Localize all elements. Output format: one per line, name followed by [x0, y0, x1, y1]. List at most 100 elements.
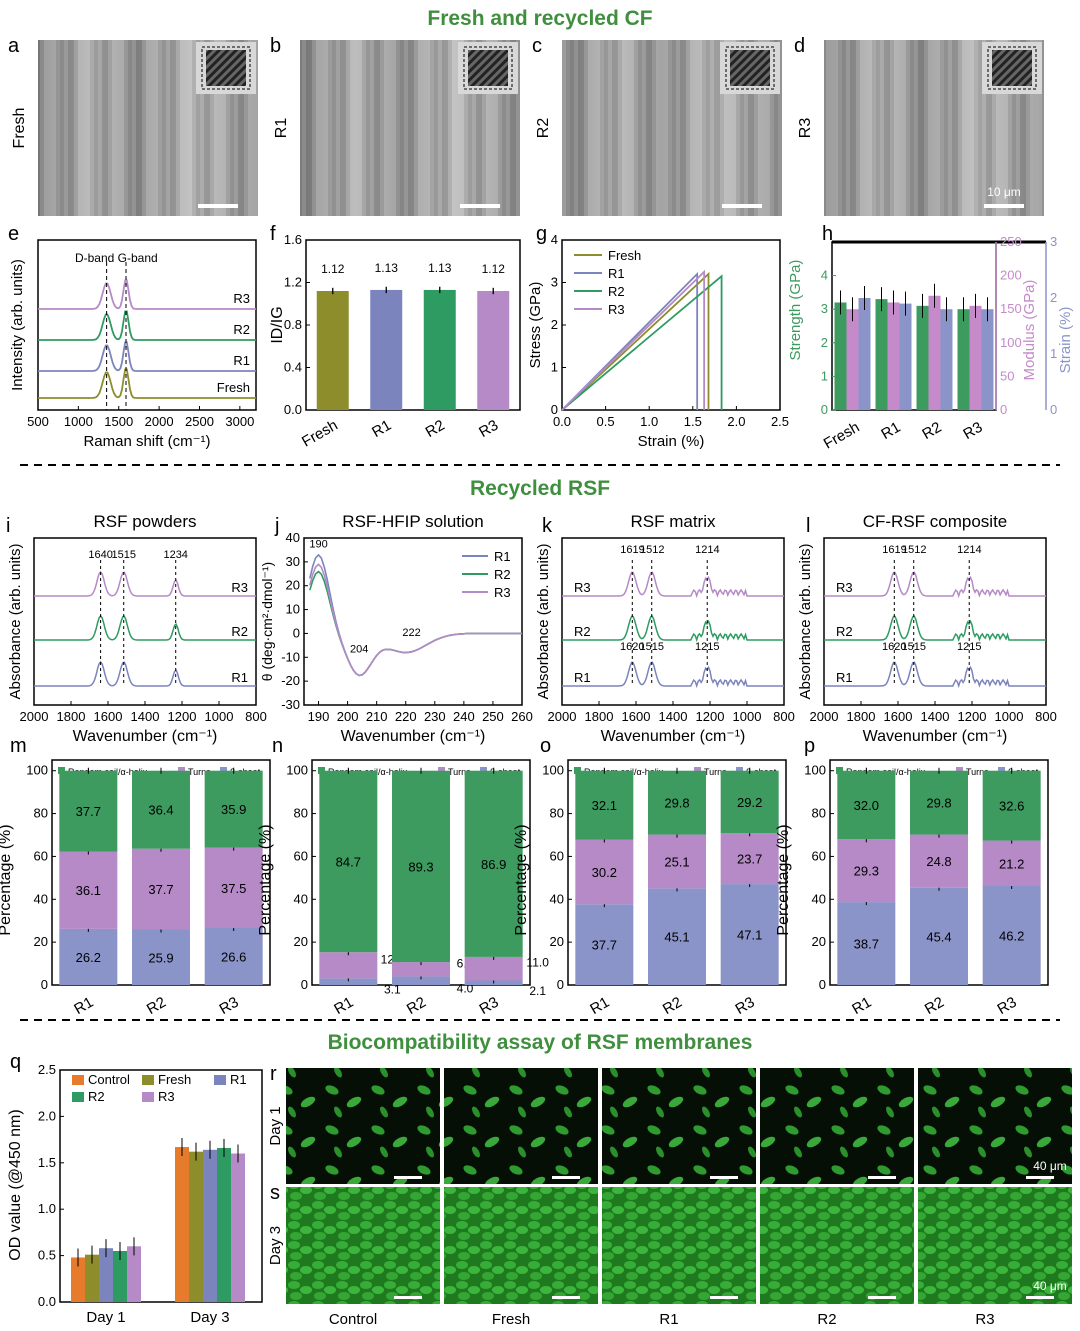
legend-swatch: [318, 767, 325, 774]
series-line-R2: [34, 614, 256, 641]
y-tick-label: 2.0: [38, 1108, 56, 1123]
y-axis-label: OD value (@450 nm): [7, 1109, 24, 1260]
scale-bar: [710, 1176, 738, 1179]
legend-label: Fresh: [158, 1072, 191, 1087]
data-label: 23.7: [737, 852, 762, 867]
y-tick-label: 100: [286, 763, 308, 778]
y-tick-label: 10: [286, 602, 300, 617]
bar: [969, 305, 982, 410]
legend-swatch: [956, 767, 963, 774]
modulus-tick-label: 200: [1000, 268, 1022, 283]
data-label: 29.8: [664, 796, 689, 811]
scale-bar: [722, 204, 762, 208]
bar: [858, 298, 871, 410]
y-tick-label: 3: [821, 301, 828, 316]
data-label: 11.0: [526, 956, 549, 970]
bar: [316, 291, 349, 410]
x-tick-label: R1: [849, 994, 874, 1018]
bar: [887, 302, 900, 410]
legend-swatch: [836, 767, 843, 774]
y-tick-label: -20: [281, 673, 300, 688]
series-line-R1: [562, 661, 784, 689]
peak-label: 1619: [620, 544, 644, 556]
x-tick-label: 1600: [884, 709, 913, 724]
y-tick-label: 0: [301, 977, 308, 992]
bar-segment: [982, 840, 1041, 886]
panel-letter: n: [272, 735, 283, 757]
y-axis-label: Strain (%): [1057, 307, 1074, 374]
x-tick-label: 1800: [585, 709, 614, 724]
modulus-tick-label: 150: [1000, 301, 1022, 316]
series-label: R2: [231, 624, 248, 639]
y-axis-label: Absorbance (arb. units): [535, 544, 552, 700]
data-label: 1.13: [428, 261, 452, 275]
data-label: 21.2: [999, 856, 1024, 871]
panel-letter: p: [804, 735, 815, 757]
x-tick-label: 500: [27, 414, 49, 429]
bar-segment: [910, 887, 968, 985]
x-tick-label: 2000: [548, 709, 577, 724]
data-label: 26.2: [76, 950, 101, 965]
fluorescence-image: [444, 1187, 598, 1304]
series-label: R2: [574, 624, 591, 639]
modulus-tick-label: 50: [1000, 368, 1014, 383]
y-tick-label: 80: [812, 806, 826, 821]
x-tick-label: 0.0: [553, 414, 571, 429]
y-tick-label: 0: [551, 402, 558, 417]
series-line-R3: [309, 563, 522, 677]
plot-frame: [561, 537, 785, 706]
panel-letter: k: [542, 515, 553, 537]
y-axis-label: Intensity (arb. units): [9, 259, 26, 391]
modulus-tick-label: 100: [1000, 335, 1022, 350]
y-axis-label: Percentage (%): [513, 824, 530, 935]
x-tick-label: R3: [960, 419, 985, 443]
y-tick-label: 1.0: [38, 1201, 56, 1216]
data-label: 24.8: [926, 854, 951, 869]
sem-image-row: a Fresh b R1 c R2 d R3 10 μm: [8, 35, 1044, 216]
x-tick-label: 260: [511, 709, 533, 724]
bar-segment: [837, 770, 896, 840]
x-tick-label: R3: [995, 994, 1020, 1018]
y-tick-label: 60: [294, 848, 308, 863]
bar-segment: [575, 770, 634, 840]
bar: [189, 1151, 203, 1302]
panel-letter: d: [794, 35, 805, 57]
bar-segment: [982, 886, 1041, 985]
bar: [875, 299, 888, 410]
fluorescence-image: [286, 1068, 440, 1184]
legend-label: R3: [494, 585, 511, 600]
bar: [71, 1257, 85, 1302]
series-line-R3: [824, 571, 1046, 599]
scale-bar: [710, 1296, 738, 1299]
scale-bar: [394, 1296, 422, 1299]
data-label: 38.7: [854, 937, 879, 952]
y-axis-label: ID/IG: [269, 306, 286, 343]
legend-swatch: [694, 767, 701, 774]
y-tick-label: 80: [294, 806, 308, 821]
peak-label: 1512: [902, 544, 926, 556]
y-axis-label: Modulus (GPa): [1021, 280, 1038, 381]
data-label: 4.0: [457, 982, 474, 996]
x-tick-label: 250: [482, 709, 504, 724]
legend-label: R2: [88, 1089, 105, 1104]
column-label: Control: [329, 1311, 377, 1328]
strain-tick-label: 2: [1050, 290, 1057, 305]
x-tick-label: 1000: [995, 709, 1024, 724]
x-tick-label: R1: [331, 994, 356, 1018]
scale-bar-label: 40 μm: [1033, 1159, 1067, 1173]
y-tick-label: 40: [550, 891, 564, 906]
legend-swatch: [998, 767, 1005, 774]
bar-segment: [132, 929, 190, 985]
y-axis-label: Percentage (%): [0, 824, 14, 935]
x-tick-label: 1500: [104, 414, 133, 429]
series-line-R3: [562, 571, 784, 599]
bar: [899, 303, 912, 410]
x-tick-label: 1600: [622, 709, 651, 724]
panel-f-id-ig: f 0.0 0.4 0.8 1.2 1.6 ID/IG 1.12 Fresh 1.13 R1 1.13…: [269, 223, 521, 451]
y-tick-label: 20: [550, 934, 564, 949]
y-tick-label: 100: [804, 763, 826, 778]
fluorescence-image: [602, 1068, 756, 1184]
series-line-R1: [561, 271, 699, 411]
